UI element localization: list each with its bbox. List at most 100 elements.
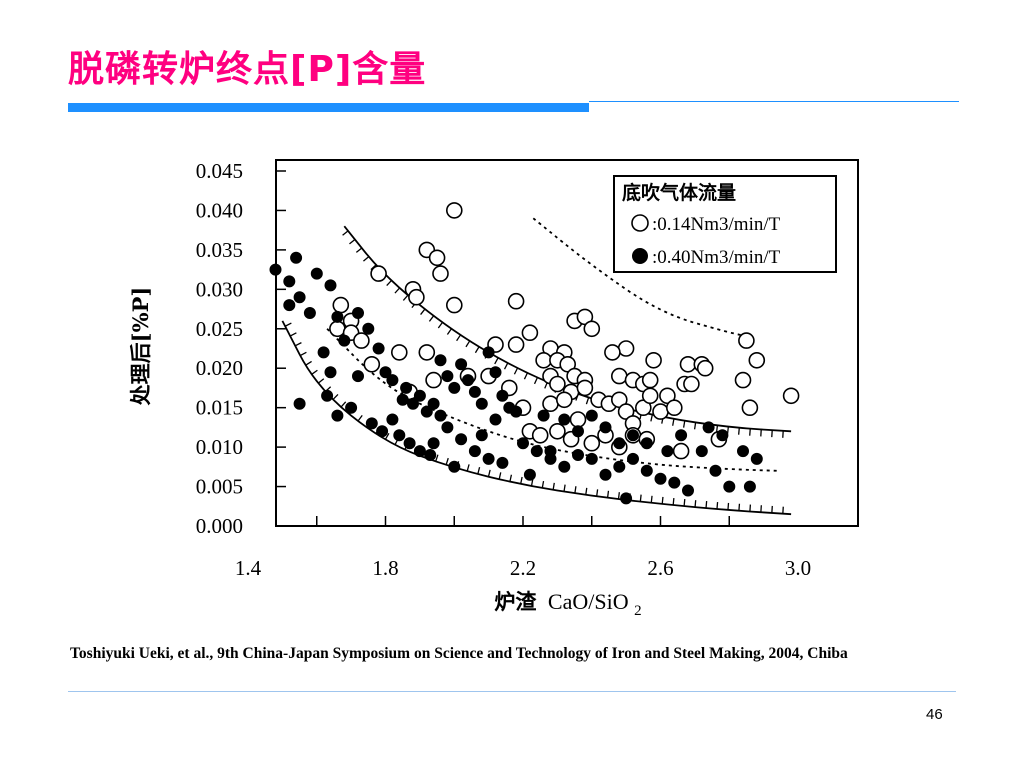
x-axis-label-formula: CaO/SiO bbox=[548, 589, 629, 614]
hatch-mark bbox=[355, 247, 363, 253]
hatch-mark bbox=[694, 500, 697, 508]
filled-circle-point bbox=[723, 480, 736, 493]
filled-circle-point bbox=[640, 437, 653, 450]
filled-circle-point bbox=[448, 381, 461, 394]
open-circle-point bbox=[535, 351, 552, 369]
filled-circle-point bbox=[489, 366, 502, 379]
hatch-mark bbox=[386, 280, 392, 286]
hatch-mark bbox=[384, 433, 390, 440]
svg-text:炉渣 CaO/SiO 2: 炉渣 CaO/SiO 2 bbox=[494, 589, 641, 619]
hatch-mark bbox=[682, 420, 686, 428]
hatch-mark bbox=[617, 492, 620, 500]
filled-circle-point bbox=[424, 449, 437, 461]
open-circle-point bbox=[604, 344, 621, 361]
filled-circle-point bbox=[544, 445, 557, 458]
filled-circle-point bbox=[668, 476, 681, 489]
filled-circle-point bbox=[572, 425, 584, 438]
hatch-mark bbox=[474, 346, 480, 354]
open-circle-point bbox=[583, 320, 601, 338]
filled-circle-point bbox=[413, 389, 426, 402]
filled-circle-point bbox=[427, 397, 440, 410]
legend: 底吹气体流量 :0.14Nm3/min/T :0.40Nm3/min/T bbox=[613, 175, 837, 273]
filled-circle-point bbox=[613, 437, 626, 450]
title-accent-bar bbox=[68, 103, 589, 112]
filled-circle-point bbox=[303, 307, 316, 319]
hatch-mark bbox=[446, 328, 452, 335]
filled-circle-point bbox=[310, 267, 323, 280]
hatch-mark bbox=[332, 394, 339, 400]
filled-circle-point bbox=[737, 445, 749, 458]
filled-circle-point bbox=[293, 397, 306, 410]
hatched-boundary-curve bbox=[343, 225, 792, 433]
open-circle-point bbox=[408, 288, 425, 306]
hatch-mark bbox=[520, 476, 523, 484]
filled-circle-point bbox=[393, 429, 406, 442]
footer-divider-line bbox=[68, 691, 956, 692]
filled-circle-point bbox=[420, 405, 433, 418]
filled-circle-point bbox=[362, 322, 375, 335]
hatch-mark bbox=[596, 489, 599, 497]
x-axis: 1.4 1.8 2.2 2.6 3.0 bbox=[235, 516, 811, 580]
filled-circle-point bbox=[558, 413, 571, 426]
open-circle-point bbox=[507, 292, 525, 310]
filled-circle-point bbox=[517, 437, 529, 450]
filled-circle-point bbox=[530, 445, 543, 458]
hatch-mark bbox=[693, 422, 697, 430]
filled-circle-point bbox=[661, 445, 674, 458]
hatch-mark bbox=[437, 321, 443, 329]
filled-circle-point bbox=[627, 452, 639, 465]
legend-title: 底吹气体流量 bbox=[622, 181, 736, 204]
filled-circle-point bbox=[489, 413, 502, 426]
hatch-mark bbox=[672, 418, 675, 426]
hatch-mark bbox=[533, 377, 539, 385]
open-circle-point bbox=[734, 371, 752, 389]
hatch-mark bbox=[294, 342, 302, 347]
legend-entry-2: :0.40Nm3/min/T bbox=[652, 247, 781, 268]
filled-circle-point bbox=[283, 275, 296, 288]
open-circle-point bbox=[782, 387, 800, 405]
hatch-mark bbox=[574, 486, 577, 494]
filled-circle-point bbox=[743, 480, 756, 493]
open-circle-point bbox=[432, 265, 449, 282]
filled-circle-point bbox=[468, 445, 481, 458]
hatch-mark bbox=[435, 454, 439, 462]
hatch-mark bbox=[357, 415, 363, 422]
open-circle-point bbox=[353, 332, 370, 349]
open-circle-point bbox=[549, 375, 566, 393]
y-tick-label: 0.005 bbox=[196, 475, 243, 499]
hatch-mark bbox=[428, 315, 435, 322]
hatch-mark bbox=[342, 230, 349, 236]
open-circle-point bbox=[332, 296, 350, 314]
x-tick-label: 2.2 bbox=[510, 556, 536, 580]
hatch-mark bbox=[456, 334, 462, 342]
filled-circle-point bbox=[321, 389, 334, 402]
hatch-mark bbox=[420, 308, 426, 315]
hatch-mark bbox=[530, 478, 534, 487]
open-circle-point bbox=[418, 344, 436, 361]
hatch-mark bbox=[494, 357, 499, 365]
open-circle-point bbox=[507, 336, 525, 353]
filled-circle-point bbox=[620, 492, 633, 505]
open-circle-point bbox=[555, 391, 573, 409]
open-circle-point bbox=[425, 371, 442, 389]
open-circle-point bbox=[390, 344, 408, 361]
hatch-mark bbox=[477, 467, 481, 475]
filled-circle-point bbox=[702, 421, 715, 434]
legend-box bbox=[613, 175, 837, 273]
filled-circle-point bbox=[716, 429, 729, 442]
x-axis-label-prefix: 炉渣 bbox=[494, 590, 537, 614]
hatch-mark bbox=[289, 332, 297, 337]
filled-circle-point bbox=[585, 452, 598, 465]
open-circle-point bbox=[329, 320, 346, 338]
open-circle-point bbox=[696, 359, 714, 377]
open-circle-point bbox=[363, 355, 381, 373]
filled-circle-point bbox=[379, 366, 392, 379]
open-circle-point bbox=[445, 202, 463, 219]
hatch-mark bbox=[715, 425, 719, 433]
y-axis: 0.000 0.005 0.010 0.015 0.020 0.025 0.030 0.035… bbox=[196, 159, 286, 538]
filled-circle-point bbox=[695, 445, 708, 458]
y-tick-label: 0.025 bbox=[196, 317, 243, 341]
hatch-mark bbox=[466, 464, 470, 472]
hatch-mark bbox=[523, 372, 529, 380]
hatch-mark bbox=[503, 362, 509, 370]
